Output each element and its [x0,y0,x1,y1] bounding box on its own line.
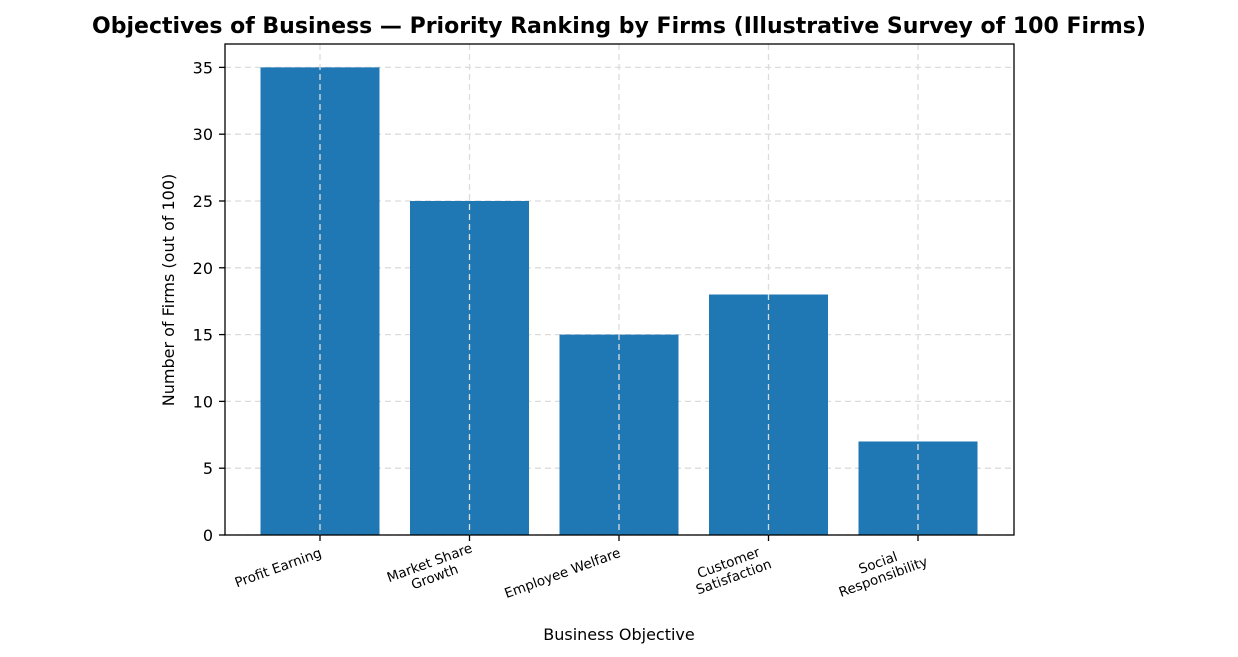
y-axis-label: Number of Firms (out of 100) [159,174,178,406]
y-tick-label: 15 [193,326,213,345]
y-tick-label: 0 [203,526,213,545]
bars-layer [260,44,978,535]
x-tick-label-line: Employee Welfare [502,545,622,602]
y-tick-label: 5 [203,459,213,478]
y-tick-label: 10 [193,392,213,411]
y-tick-label: 35 [193,58,213,77]
x-tick-label-line: Profit Earning [233,545,324,591]
y-tick-label: 25 [193,192,213,211]
plot-frame [224,43,1015,536]
x-tick-label: Profit Earning [233,545,324,591]
y-tick-label: 30 [193,125,213,144]
y-tick-label: 20 [193,259,213,278]
x-axis-label: Business Objective [543,625,695,644]
chart-title: Objectives of Business — Priority Rankin… [92,14,1146,39]
x-tick-label: Employee Welfare [502,545,622,602]
